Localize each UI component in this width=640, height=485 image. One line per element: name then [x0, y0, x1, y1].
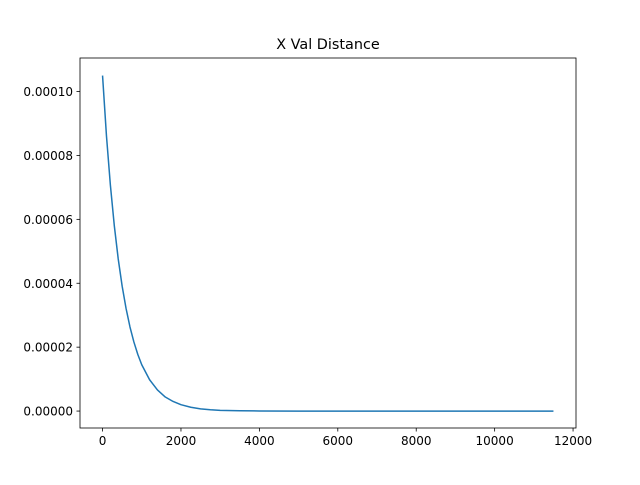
y-axis: 0.00000 0.00002 0.00004 0.00006 0.00008 0.000…: [23, 85, 80, 419]
y-tick-label: 0.00002: [23, 341, 73, 355]
series-layer: [101, 75, 554, 412]
y-tick-label: 0.00000: [23, 405, 73, 419]
y-tick-label: 0.00006: [23, 213, 73, 227]
chart-title: X Val Distance: [276, 37, 380, 53]
x-tick-label: 10000: [476, 434, 514, 448]
series-line: [101, 75, 554, 412]
x-axis: 0 2000 4000 6000 8000 10000 12000: [99, 428, 592, 448]
x-tick-label: 6000: [323, 434, 354, 448]
y-tick-label: 0.00004: [23, 277, 73, 291]
x-tick-label: 12000: [554, 434, 592, 448]
x-tick-label: 2000: [166, 434, 197, 448]
plot-area-frame: [79, 57, 577, 429]
y-tick-label: 0.00008: [23, 149, 73, 163]
y-tick-label: 0.00010: [23, 85, 73, 99]
x-tick-label: 4000: [244, 434, 275, 448]
x-tick-label: 8000: [401, 434, 432, 448]
x-tick-label: 0: [99, 434, 107, 448]
